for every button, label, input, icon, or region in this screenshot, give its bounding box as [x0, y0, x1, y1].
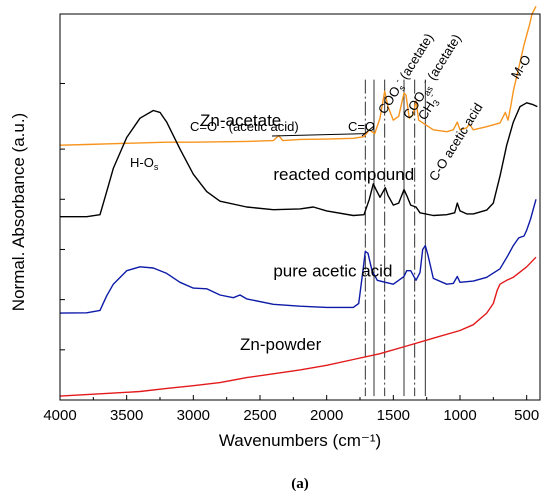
- annotation-co-acetic: C-O acetic acid: [426, 100, 486, 183]
- series-zn-acetate: [59, 5, 537, 146]
- y-axis-label: Normal. Absorbance (a.u.): [9, 113, 28, 311]
- annotation-ho: H-Os: [130, 155, 159, 172]
- series-pure-acetic-acid: [59, 199, 537, 314]
- series-labels: Zn-acetate reacted compound pure acetic ac…: [200, 111, 414, 354]
- x-tick-label-2000: 2000: [310, 407, 343, 424]
- series-label-zn-powder: Zn-powder: [240, 335, 322, 354]
- annotation-co-acid: C=O - (acetic acid): [190, 119, 299, 134]
- peak-guide-lines: [364, 79, 426, 397]
- annotation-mo: M-O: [508, 52, 534, 81]
- x-tick-label-3000: 3000: [177, 407, 210, 424]
- series-label-zn-acetate: Zn-acetate: [200, 111, 281, 130]
- annotation-co: C=O: [348, 119, 375, 134]
- axis-ticks: 4000 3500 3000 2500 2000 1500 1000 500: [43, 82, 539, 424]
- x-tick-label-4000: 4000: [43, 407, 76, 424]
- annotation-pointer-0: [271, 133, 366, 137]
- series-label-pure-acetic-acid: pure acetic acid: [273, 261, 392, 280]
- x-axis-label: Wavenumbers (cm⁻¹): [219, 431, 381, 450]
- annotation-pointer-1: [361, 125, 375, 137]
- x-tick-label-500: 500: [514, 407, 539, 424]
- spectra-series: [59, 5, 538, 397]
- figure-caption: (a): [291, 476, 309, 492]
- x-tick-label-1500: 1500: [377, 407, 410, 424]
- series-label-reacted-compound: reacted compound: [273, 165, 414, 184]
- x-tick-label-3500: 3500: [110, 407, 143, 424]
- x-tick-label-1000: 1000: [443, 407, 476, 424]
- series-reacted-compound: [60, 102, 538, 218]
- x-tick-label-2500: 2500: [243, 407, 276, 424]
- plot-frame: [59, 13, 541, 401]
- series-zn-powder: [59, 256, 537, 397]
